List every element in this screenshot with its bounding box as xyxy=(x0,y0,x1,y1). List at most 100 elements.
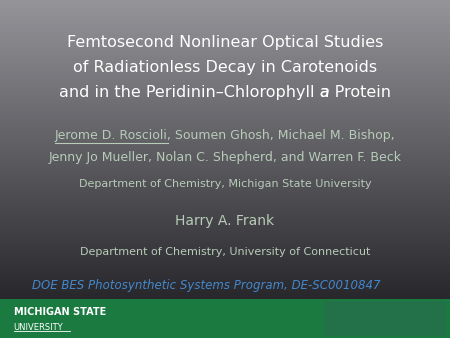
Bar xyxy=(0,128,450,130)
Bar xyxy=(0,36,450,38)
Text: a: a xyxy=(320,86,329,100)
Bar xyxy=(0,94,450,96)
Bar xyxy=(0,95,450,97)
Bar xyxy=(0,294,450,296)
Bar xyxy=(0,231,450,233)
Bar xyxy=(0,266,450,268)
Text: Femtosecond Nonlinear Optical Studies: Femtosecond Nonlinear Optical Studies xyxy=(67,35,383,50)
Bar xyxy=(0,242,450,243)
Bar xyxy=(0,86,450,88)
Bar xyxy=(0,229,450,230)
Bar xyxy=(0,198,450,200)
Bar xyxy=(0,191,450,193)
Bar xyxy=(0,168,450,169)
Bar xyxy=(0,204,450,206)
Bar xyxy=(0,46,450,48)
Bar xyxy=(0,295,450,297)
Bar xyxy=(0,196,450,197)
Bar xyxy=(0,248,450,250)
Bar xyxy=(0,174,450,175)
Bar xyxy=(0,14,450,15)
Bar xyxy=(0,273,450,274)
Bar xyxy=(0,201,450,202)
Bar xyxy=(0,214,450,215)
Bar xyxy=(0,183,450,185)
Bar xyxy=(0,59,450,61)
Bar xyxy=(0,54,450,56)
Bar xyxy=(0,197,450,199)
Bar xyxy=(0,237,450,238)
Bar xyxy=(0,240,450,242)
Bar xyxy=(0,37,450,39)
Bar xyxy=(0,227,450,229)
Bar xyxy=(0,30,450,31)
Bar xyxy=(0,280,450,282)
Bar xyxy=(0,141,450,143)
Bar xyxy=(0,101,450,103)
Bar xyxy=(0,5,450,7)
Bar xyxy=(0,161,450,163)
Bar xyxy=(0,299,450,338)
Bar xyxy=(0,230,450,231)
Bar xyxy=(0,285,450,286)
Bar xyxy=(0,57,450,58)
Text: Department of Chemistry, University of Connecticut: Department of Chemistry, University of C… xyxy=(80,247,370,257)
Bar xyxy=(0,120,450,122)
Text: Protein: Protein xyxy=(0,331,62,338)
Bar xyxy=(0,171,450,173)
Bar xyxy=(0,236,450,237)
Bar xyxy=(0,215,450,216)
Bar xyxy=(0,243,450,244)
Bar xyxy=(0,287,450,289)
Bar xyxy=(0,138,450,139)
Bar xyxy=(0,3,450,5)
Bar xyxy=(0,283,450,284)
Bar xyxy=(0,155,450,156)
Bar xyxy=(0,261,450,263)
Bar xyxy=(0,27,450,28)
Bar xyxy=(0,87,450,89)
Bar xyxy=(0,50,450,51)
Bar xyxy=(0,154,450,155)
Bar xyxy=(0,113,450,115)
Bar xyxy=(0,289,450,291)
Bar xyxy=(0,166,450,167)
Bar xyxy=(0,42,450,43)
Bar xyxy=(0,105,450,106)
Bar xyxy=(0,225,450,227)
Bar xyxy=(0,179,450,181)
Text: Jenny Jo Mueller, Nolan C. Shepherd, and Warren F. Beck: Jenny Jo Mueller, Nolan C. Shepherd, and… xyxy=(49,151,401,164)
Bar xyxy=(0,71,450,72)
Bar xyxy=(0,175,450,176)
Text: Jerome D. Roscioli: Jerome D. Roscioli xyxy=(0,332,113,338)
Bar xyxy=(0,10,450,12)
Bar xyxy=(0,115,450,117)
Text: and in the Peridinin–Chlorophyll a Protein: and in the Peridinin–Chlorophyll a Prote… xyxy=(59,86,391,100)
Bar xyxy=(0,153,450,154)
Bar xyxy=(0,271,450,272)
Bar xyxy=(0,268,450,270)
Bar xyxy=(0,170,450,172)
Bar xyxy=(0,212,450,214)
Text: MICHIGAN STATE: MICHIGAN STATE xyxy=(14,307,106,317)
Bar xyxy=(0,97,450,98)
Bar xyxy=(0,90,450,91)
Bar xyxy=(0,232,450,234)
Bar xyxy=(0,202,450,203)
Text: Jerome D. Roscioli, Soumen Ghosh, Michael M. Bishop,: Jerome D. Roscioli, Soumen Ghosh, Michae… xyxy=(0,332,341,338)
Bar xyxy=(0,226,450,228)
Bar xyxy=(0,24,450,26)
Bar xyxy=(0,151,450,153)
Bar xyxy=(0,239,450,241)
Bar xyxy=(0,133,450,135)
Bar xyxy=(0,288,450,290)
Bar xyxy=(0,106,450,107)
Bar xyxy=(0,132,450,133)
Bar xyxy=(0,252,450,254)
Bar xyxy=(0,63,450,64)
Bar xyxy=(0,192,450,194)
Bar xyxy=(0,49,450,50)
Bar xyxy=(0,220,450,222)
Text: Department of Chemistry, Michigan State University: Department of Chemistry, Michigan State … xyxy=(79,179,371,189)
Bar xyxy=(0,265,450,266)
